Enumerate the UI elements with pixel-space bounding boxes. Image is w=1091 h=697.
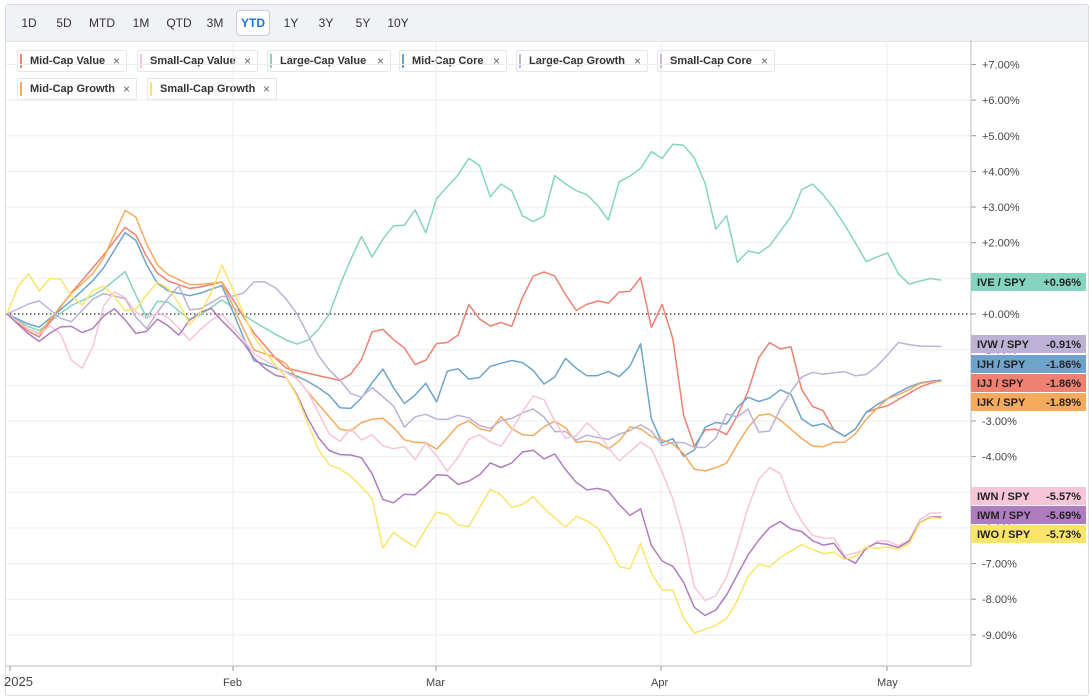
legend-chip-large-cap-value[interactable]: Large-Cap Value × xyxy=(267,50,391,72)
remove-series-icon[interactable]: × xyxy=(262,82,270,96)
legend-chip-mid-cap-growth[interactable]: Mid-Cap Growth × xyxy=(17,78,137,100)
remove-series-icon[interactable]: × xyxy=(122,82,130,96)
range-button-3m[interactable]: 3M xyxy=(206,16,224,30)
legend-label: Mid-Cap Value xyxy=(30,55,106,67)
legend-chip-mid-cap-value[interactable]: Mid-Cap Value × xyxy=(17,50,127,72)
chart-widget: 1D 5D MTD 1M QTD 3M YTD 1Y 3Y 5Y 10Y Mid-Cap Value… xyxy=(5,4,1089,696)
legend-label: Large-Cap Growth xyxy=(529,55,625,67)
range-button-1d[interactable]: 1D xyxy=(21,16,37,30)
legend-label: Small-Cap Core xyxy=(670,55,752,67)
range-button-5y[interactable]: 5Y xyxy=(355,16,371,30)
range-button-3y[interactable]: 3Y xyxy=(318,16,334,30)
remove-series-icon[interactable]: × xyxy=(243,54,251,68)
legend-chip-large-cap-growth[interactable]: Large-Cap Growth × xyxy=(516,50,648,72)
legend-chip-small-cap-growth[interactable]: Small-Cap Growth × xyxy=(147,78,277,100)
legend-swatch xyxy=(150,82,152,96)
remove-series-icon[interactable]: × xyxy=(376,54,384,68)
remove-series-icon[interactable]: × xyxy=(760,54,768,68)
remove-series-icon[interactable]: × xyxy=(633,54,641,68)
range-button-1m[interactable]: 1M xyxy=(132,16,150,30)
range-button-10y[interactable]: 10Y xyxy=(387,16,409,30)
legend-swatch xyxy=(140,54,142,68)
legend-chip-small-cap-value[interactable]: Small-Cap Value × xyxy=(137,50,258,72)
legend-swatch xyxy=(270,54,272,68)
legend-label: Mid-Cap Growth xyxy=(30,83,115,95)
legend-chip-small-cap-core[interactable]: Small-Cap Core × xyxy=(657,50,775,72)
legend-chip-mid-cap-core[interactable]: Mid-Cap Core × xyxy=(399,50,507,72)
range-toolbar: 1D 5D MTD 1M QTD 3M YTD 1Y 3Y 5Y 10Y xyxy=(6,5,1088,42)
legend-swatch xyxy=(20,82,22,96)
legend-swatch xyxy=(402,54,404,68)
range-button-qtd[interactable]: QTD xyxy=(166,16,192,30)
legend-label: Mid-Cap Core xyxy=(412,55,484,67)
legend-swatch xyxy=(519,54,521,68)
remove-series-icon[interactable]: × xyxy=(112,54,120,68)
legend-label: Large-Cap Value xyxy=(280,55,367,67)
range-button-5d[interactable]: 5D xyxy=(56,16,72,30)
range-button-1y[interactable]: 1Y xyxy=(283,16,299,30)
range-button-ytd[interactable]: YTD xyxy=(236,10,270,36)
range-button-mtd[interactable]: MTD xyxy=(89,16,115,30)
legend-swatch xyxy=(20,54,22,68)
legend-swatch xyxy=(660,54,662,68)
legend-label: Small-Cap Value xyxy=(150,55,236,67)
legend-label: Small-Cap Growth xyxy=(160,83,256,95)
remove-series-icon[interactable]: × xyxy=(492,54,500,68)
